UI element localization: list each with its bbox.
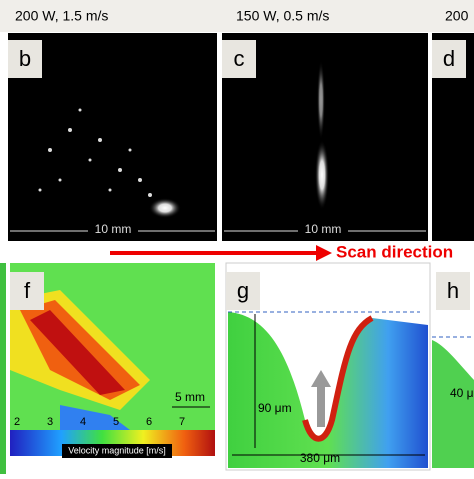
plume <box>317 60 325 140</box>
label-box <box>432 40 466 78</box>
label-box <box>8 40 42 78</box>
caption: 200 W, 1.5 m/s <box>15 8 108 24</box>
ruler-label: 2 <box>14 416 20 428</box>
melt-glow <box>149 198 181 218</box>
melt-pool <box>432 340 474 468</box>
panel-label: g <box>237 278 249 303</box>
caption: 200 <box>445 8 469 24</box>
colorbar-label-bg <box>62 444 172 458</box>
melt-glow <box>315 140 329 210</box>
particles <box>38 108 152 197</box>
hot-zone <box>302 315 374 442</box>
spacer <box>10 458 215 474</box>
ruler-label: 5 <box>113 416 119 428</box>
scale-bg <box>298 222 348 238</box>
header-strip <box>0 0 474 32</box>
ruler-label: 6 <box>146 416 152 428</box>
flow-arrow <box>317 385 325 427</box>
ruler-label: 7 <box>179 416 185 428</box>
scale-text: 5 mm <box>175 390 205 404</box>
scale-bg <box>88 222 138 238</box>
label-box <box>436 272 470 310</box>
scale-text: 10 mm <box>305 222 342 236</box>
scale-text: 10 mm <box>95 222 132 236</box>
caption: 150 W, 0.5 m/s <box>236 8 329 24</box>
colorbar-label: Velocity magnitude [m/s] <box>68 445 166 455</box>
ruler-label: 4 <box>80 416 86 428</box>
field-region <box>30 310 125 395</box>
edge-strip <box>0 263 6 474</box>
melt-pool <box>228 312 428 468</box>
image-panel <box>8 33 217 241</box>
arrow-head <box>316 245 332 261</box>
label-box <box>222 40 256 78</box>
panel-label: d <box>443 46 455 71</box>
flow-arrow-head <box>311 370 331 387</box>
panel-label: b <box>19 46 31 71</box>
ruler-label: 3 <box>47 416 53 428</box>
label-box <box>10 272 44 310</box>
label-box <box>226 272 260 310</box>
scan-direction: Scan direction <box>336 242 453 261</box>
field-region <box>60 405 130 430</box>
depth-label: 40 μ <box>450 386 474 400</box>
panel-label: c <box>234 46 245 71</box>
panel-label: h <box>447 278 459 303</box>
width-label: 380 μm <box>300 451 340 465</box>
depth-label: 90 μm <box>258 401 292 415</box>
panel-label: f <box>24 278 31 303</box>
